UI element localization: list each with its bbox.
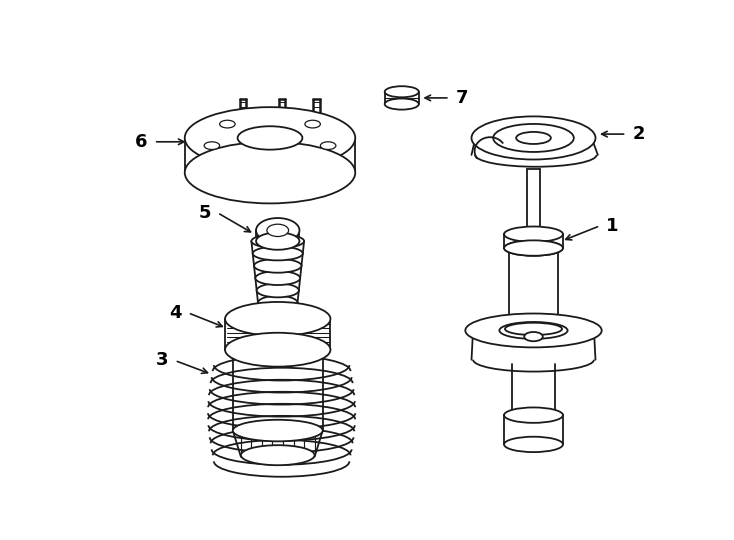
Ellipse shape	[219, 120, 235, 128]
Ellipse shape	[524, 332, 543, 341]
Text: 2: 2	[633, 125, 645, 143]
Ellipse shape	[385, 98, 419, 110]
Text: 1: 1	[606, 217, 619, 235]
Ellipse shape	[499, 322, 567, 339]
Ellipse shape	[252, 247, 303, 260]
Ellipse shape	[255, 271, 300, 285]
Text: 5: 5	[199, 204, 211, 221]
Ellipse shape	[241, 445, 315, 465]
Ellipse shape	[385, 86, 419, 97]
Text: 7: 7	[456, 89, 468, 107]
Text: 4: 4	[169, 303, 181, 322]
Text: 3: 3	[156, 352, 169, 369]
Ellipse shape	[516, 132, 550, 144]
Ellipse shape	[305, 120, 320, 128]
Ellipse shape	[252, 234, 304, 248]
Ellipse shape	[465, 314, 602, 347]
Ellipse shape	[225, 302, 330, 336]
Ellipse shape	[504, 437, 563, 452]
Ellipse shape	[320, 142, 336, 150]
Ellipse shape	[204, 142, 219, 150]
Ellipse shape	[504, 408, 563, 423]
Ellipse shape	[185, 107, 355, 169]
Ellipse shape	[258, 296, 297, 309]
Ellipse shape	[267, 224, 288, 237]
Ellipse shape	[225, 333, 330, 367]
Ellipse shape	[256, 233, 299, 250]
Ellipse shape	[471, 117, 595, 159]
Ellipse shape	[504, 226, 563, 242]
Ellipse shape	[256, 218, 299, 242]
Text: 6: 6	[135, 133, 148, 151]
Ellipse shape	[505, 323, 562, 335]
Ellipse shape	[238, 126, 302, 150]
Ellipse shape	[185, 142, 355, 204]
Ellipse shape	[504, 240, 563, 256]
Ellipse shape	[254, 259, 302, 273]
Ellipse shape	[233, 420, 323, 441]
Ellipse shape	[504, 240, 563, 256]
Ellipse shape	[493, 124, 574, 152]
Ellipse shape	[257, 284, 299, 298]
Ellipse shape	[259, 308, 297, 322]
